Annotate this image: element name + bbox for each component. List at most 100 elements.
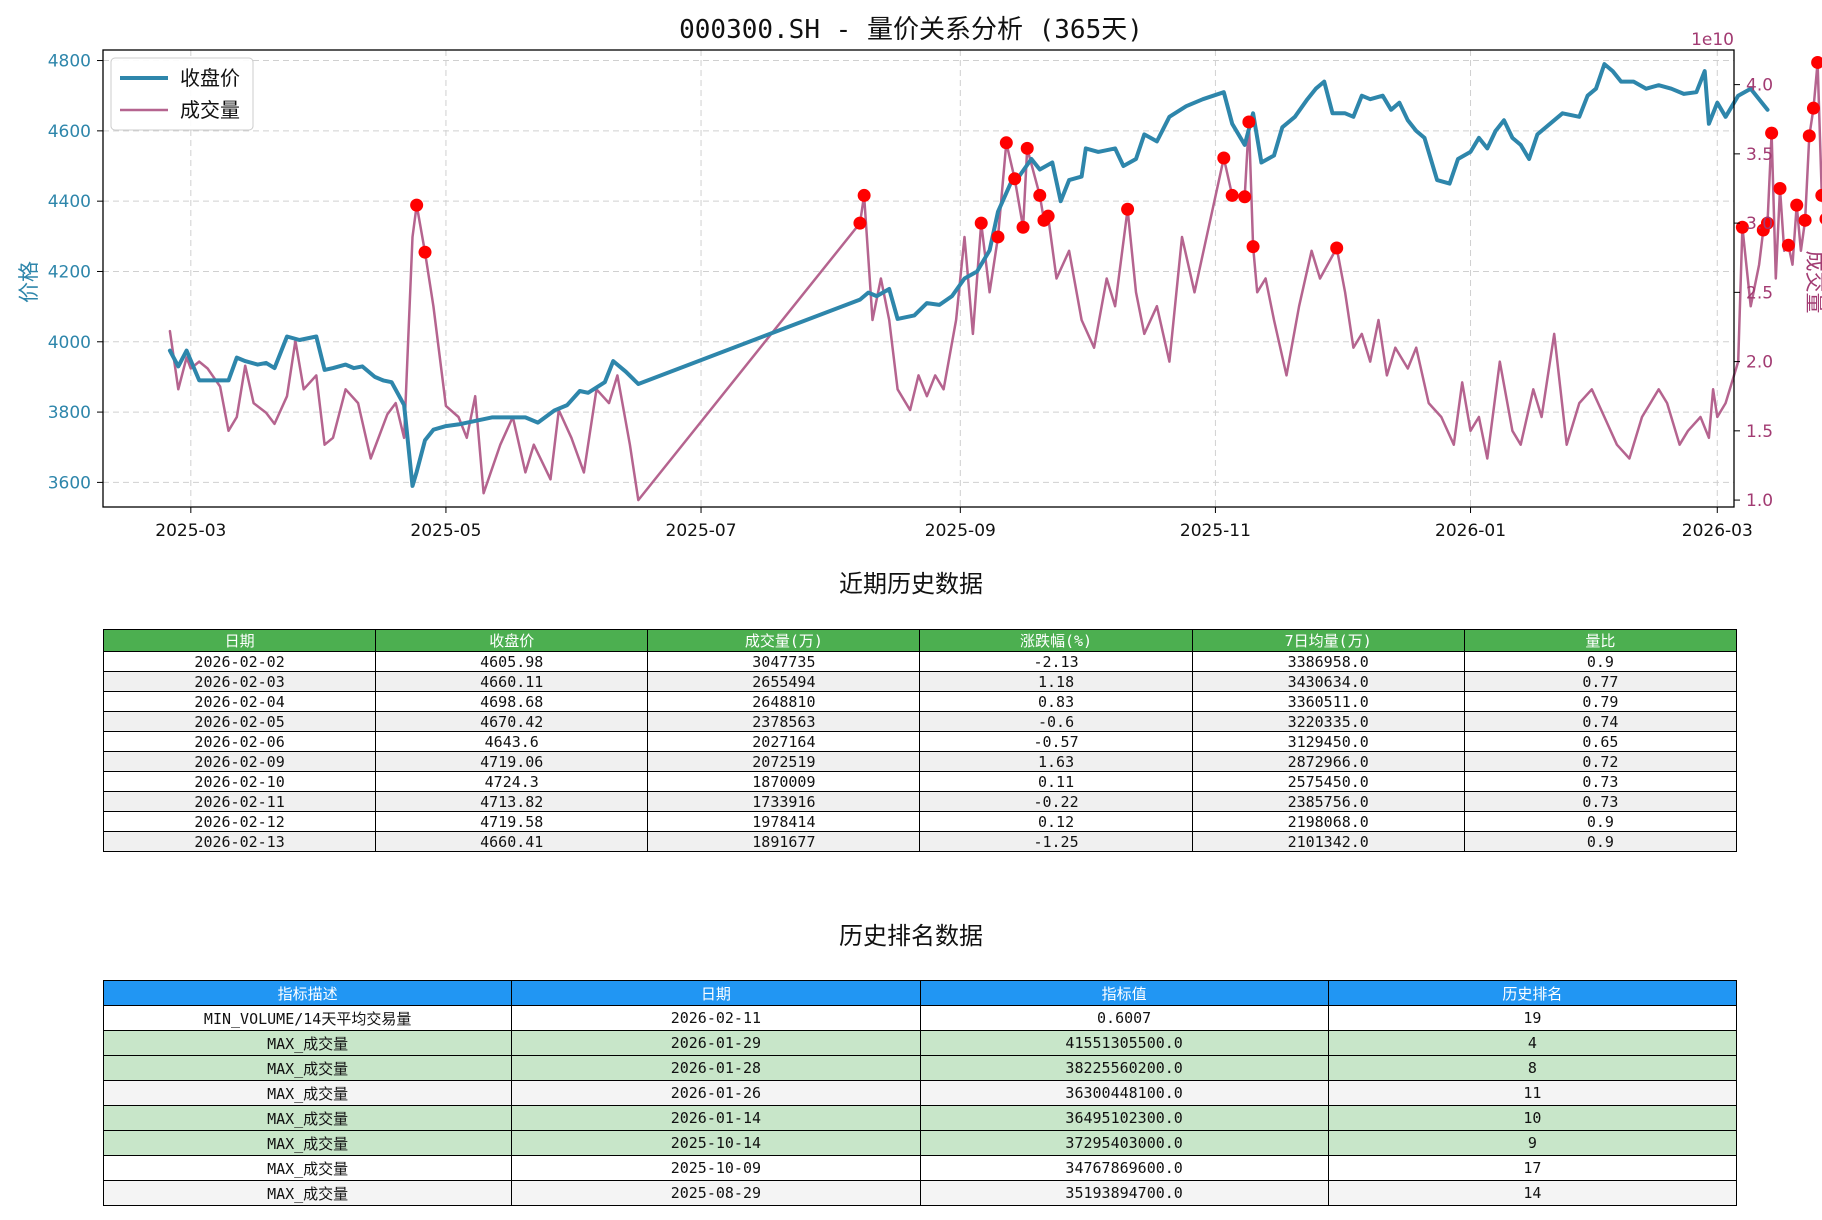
recent-table-cell: 1891677 (647, 831, 921, 852)
recent-table-header-row: 日期 收盘价 成交量(万) 涨跌幅(%) 7日均量(万) 量比 (102, 629, 1738, 652)
volume-spike-marker (410, 198, 424, 212)
rank-table-header-cell: 日期 (511, 980, 921, 1006)
x-tick-label: 2025-11 (1180, 521, 1251, 541)
recent-table-cell: 2378563 (647, 711, 921, 732)
x-tick-label: 2026-01 (1435, 521, 1506, 541)
recent-table-row: 2026-02-12 4719.58 1978414 0.12 2198068.0 0.9 (102, 811, 1738, 832)
rank-table-cell: MAX_成交量 (102, 1130, 513, 1156)
volume-spike-marker (1765, 126, 1779, 140)
recent-table-cell: 4643.6 (375, 731, 649, 752)
rank-table-header-cell: 指标值 (919, 980, 1329, 1006)
recent-table-row: 2026-02-09 4719.06 2072519 1.63 2872966.0 0.7… (102, 751, 1738, 772)
recent-table-cell: 3386958.0 (1191, 651, 1465, 672)
recent-table-header-cell: 量比 (1463, 629, 1738, 652)
recent-table-row: 2026-02-11 4713.82 1733916 -0.22 2385756.0 0.… (102, 791, 1738, 812)
rank-table-cell: 38225560200.0 (919, 1055, 1329, 1081)
volume-spike-marker (1798, 213, 1812, 227)
recent-table-cell: 3129450.0 (1191, 731, 1465, 752)
x-tick-label: 2025-03 (155, 521, 226, 541)
rank-table-row: MAX_成交量 2025-10-09 34767869600.0 17 (102, 1155, 1738, 1181)
rank-table-cell: 2026-02-11 (511, 1005, 921, 1031)
recent-table-row: 2026-02-03 4660.11 2655494 1.18 3430634.0 0.7… (102, 671, 1738, 692)
recent-table-header-cell: 7日均量(万) (1191, 629, 1465, 652)
y-axis-left-label: 价格 (17, 261, 41, 303)
x-tick-label: 2025-07 (666, 521, 737, 541)
recent-table-cell: -2.13 (919, 651, 1193, 672)
volume-spike-marker (857, 188, 871, 202)
volume-spike-marker (1790, 198, 1804, 212)
recent-table-cell: 2026-02-03 (102, 671, 377, 692)
volume-spike-marker (1760, 216, 1774, 230)
recent-table-cell: 4713.82 (375, 791, 649, 812)
y-right-tick-label: 3.5 (1746, 145, 1773, 165)
recent-table-cell: 0.9 (1463, 651, 1738, 672)
rank-table-cell: 9 (1327, 1130, 1738, 1156)
volume-spike-markers (410, 55, 1822, 259)
recent-table-cell: 0.11 (919, 771, 1193, 792)
price-line (167, 62, 1770, 488)
recent-table-cell: -0.22 (919, 791, 1193, 812)
rank-table-cell: MIN_VOLUME/14天平均交易量 (102, 1005, 513, 1031)
rank-table-cell: 2026-01-14 (511, 1105, 921, 1131)
legend-volume-label: 成交量 (180, 98, 240, 122)
volume-spike-marker (1217, 151, 1231, 165)
volume-line (168, 61, 1822, 502)
history-rank-table: 指标描述 日期 指标值 历史排名 MIN_VOLUME/14天平均交易量 2026-02… (102, 980, 1738, 1206)
recent-table-row: 2026-02-06 4643.6 2027164 -0.57 3129450.0 0.6… (102, 731, 1738, 752)
axis-ticks: 2025-03 2025-05 2025-07 2025-09 2025-11 2026-… (48, 52, 1773, 541)
volume-spike-marker (853, 216, 867, 230)
rank-table-row: MAX_成交量 2026-01-26 36300448100.0 11 (102, 1080, 1738, 1106)
volume-spike-marker (1781, 238, 1795, 252)
recent-table-row: 2026-02-02 4605.98 3047735 -2.13 3386958.0 0.… (102, 651, 1738, 672)
rank-table-row: MAX_成交量 2026-01-14 36495102300.0 10 (102, 1105, 1738, 1131)
recent-table-cell: -0.6 (919, 711, 1193, 732)
legend-price-label: 收盘价 (180, 66, 240, 90)
recent-table-cell: -0.57 (919, 731, 1193, 752)
volume-spike-marker (1016, 220, 1030, 234)
recent-table-cell: 3220335.0 (1191, 711, 1465, 732)
recent-table-cell: 2026-02-05 (102, 711, 377, 732)
recent-table-cell: 0.72 (1463, 751, 1738, 772)
recent-table-cell: 0.77 (1463, 671, 1738, 692)
y-right-tick-label: 4.0 (1746, 76, 1773, 96)
recent-table-cell: 4719.58 (375, 811, 649, 832)
recent-table-cell: 2026-02-10 (102, 771, 377, 792)
recent-table-cell: 4698.68 (375, 691, 649, 712)
recent-table-cell: 4724.3 (375, 771, 649, 792)
rank-table-cell: 2025-10-09 (511, 1155, 921, 1181)
recent-table-row: 2026-02-05 4670.42 2378563 -0.6 3220335.0 0.7… (102, 711, 1738, 732)
rank-table-cell: 10 (1327, 1105, 1738, 1131)
rank-table-cell: 34767869600.0 (919, 1155, 1329, 1181)
legend: 收盘价 成交量 (110, 57, 254, 131)
recent-table-cell: 0.9 (1463, 811, 1738, 832)
recent-table-cell: 2648810 (647, 691, 921, 712)
recent-table-cell: 2027164 (647, 731, 921, 752)
recent-history-table: 日期 收盘价 成交量(万) 涨跌幅(%) 7日均量(万) 量比 2026-02-02 460… (102, 629, 1738, 852)
volume-spike-marker (1815, 188, 1822, 202)
rank-table-row: MAX_成交量 2026-01-29 41551305500.0 4 (102, 1030, 1738, 1056)
recent-table-cell: 0.9 (1463, 831, 1738, 852)
plot-frame (102, 49, 1735, 508)
volume-spike-marker (1735, 220, 1749, 234)
y-left-tick-label: 4200 (48, 262, 91, 282)
y-left-tick-label: 3600 (48, 473, 91, 493)
recent-table-header-cell: 涨跌幅(%) (919, 629, 1193, 652)
rank-table-cell: MAX_成交量 (102, 1030, 513, 1056)
recent-table-cell: 2026-02-11 (102, 791, 377, 812)
rank-table-cell: 19 (1327, 1005, 1738, 1031)
chart-title: 000300.SH - 量价关系分析 (365天) (679, 15, 1143, 45)
recent-table-cell: 2026-02-13 (102, 831, 377, 852)
recent-table-cell: 2385756.0 (1191, 791, 1465, 812)
price-series (167, 62, 1770, 488)
recent-table-cell: 0.74 (1463, 711, 1738, 732)
recent-table-row: 2026-02-04 4698.68 2648810 0.83 3360511.0 0.7… (102, 691, 1738, 712)
rank-table-header-cell: 指标描述 (102, 980, 513, 1006)
volume-spike-marker (418, 245, 432, 259)
rank-table-cell: MAX_成交量 (102, 1155, 513, 1181)
rank-table-header-row: 指标描述 日期 指标值 历史排名 (102, 980, 1738, 1006)
volume-spike-marker (1242, 115, 1256, 129)
recent-table-row: 2026-02-13 4660.41 1891677 -1.25 2101342.0 0.… (102, 831, 1738, 852)
recent-table-header-cell: 日期 (102, 629, 377, 652)
rank-table-cell: 36300448100.0 (919, 1080, 1329, 1106)
recent-table-cell: 3047735 (647, 651, 921, 672)
